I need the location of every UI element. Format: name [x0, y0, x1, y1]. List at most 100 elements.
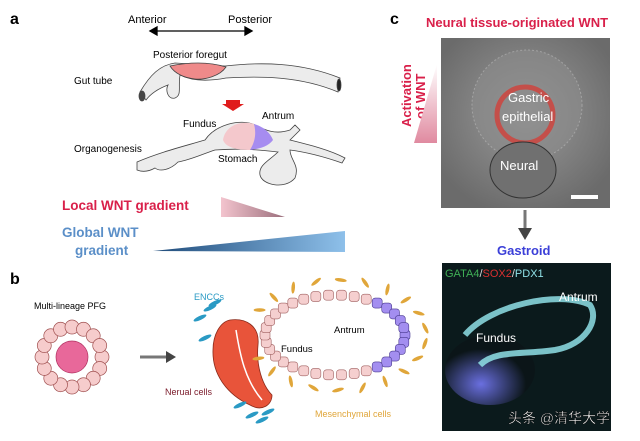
fluorescence-photo [442, 263, 611, 431]
mesenchymal-cell [361, 277, 369, 288]
pfg-label: Multi-lineage PFG [34, 301, 106, 311]
mesenchymal-cell [332, 387, 344, 393]
posterior-foregut-label: Posterior foregut [153, 50, 227, 61]
epithelial-cell [381, 302, 393, 314]
epithelial-cell [277, 302, 289, 314]
epithelial-cell [323, 369, 334, 381]
mesenchymal-cells-label: Mesenchymal cells [315, 409, 392, 419]
gastroid-loop-drawing [259, 289, 411, 381]
watermark: 头条 @清华大学 [508, 410, 610, 426]
mesenchymal-cell [288, 375, 293, 388]
arrow-right [140, 351, 176, 363]
encc-cell [255, 416, 269, 424]
encc-cell [203, 304, 217, 312]
epithelial-cell [310, 368, 322, 379]
encc-cell [245, 411, 259, 419]
brightfield-photo [441, 38, 610, 208]
mesenchymal-cell [334, 278, 347, 282]
antrum-label-a: Antrum [262, 111, 294, 122]
red-down-arrow [222, 100, 244, 111]
stain-gata4: GATA4 [445, 268, 479, 280]
pfg-sphere [34, 319, 110, 395]
encc-cell [261, 408, 275, 416]
stain-sep-2: / [512, 268, 516, 280]
epithelial-cell [287, 361, 299, 373]
stain-sep-1: / [479, 268, 483, 280]
gastric-epithelial-label-2: epithelial [502, 109, 553, 124]
panel-c-letter: c [390, 11, 399, 28]
stain-sox2: SOX2 [483, 268, 512, 280]
panel-b-letter: b [10, 271, 20, 288]
encc-cell [208, 299, 222, 307]
epithelial-cell [360, 365, 372, 377]
mesenchymal-cell [422, 322, 429, 334]
epithelial-cell [310, 291, 322, 302]
epithelial-cell [287, 297, 299, 309]
epithelial-cell [277, 356, 289, 368]
neural-label: Neural [500, 158, 538, 173]
mesenchymal-cell [311, 277, 321, 286]
mesenchymal-cell [308, 384, 319, 392]
antrum-label-b: Antrum [334, 325, 365, 336]
encc-cell [233, 401, 247, 409]
mesenchymal-cells [252, 277, 429, 394]
organogenesis-label: Organogenesis [74, 144, 142, 155]
activation-label-1: Activation [399, 64, 414, 127]
panel-a-letter: a [10, 11, 19, 28]
epithelial-cell [371, 297, 383, 309]
posterior-label: Posterior [228, 14, 272, 26]
mesenchymal-cell [412, 310, 425, 316]
epithelial-cell [336, 369, 347, 381]
gut-tube-drawing [138, 62, 342, 102]
epithelial-cell [348, 368, 360, 379]
epithelial-cell [348, 291, 360, 302]
scale-bar [571, 195, 598, 199]
neural-cells-drawing [212, 319, 273, 409]
pfg-core [55, 340, 89, 374]
mesenchymal-cell [252, 356, 265, 361]
arrow-down [518, 210, 532, 240]
fundus-label-b: Fundus [281, 344, 313, 355]
mesenchymal-cell [268, 366, 276, 377]
stain-legend: GATA4/SOX2/PDX1 [445, 268, 544, 280]
epithelial-cell [389, 350, 400, 362]
stain-pdx1: PDX1 [515, 268, 544, 280]
epithelial-cell [298, 293, 310, 305]
enccs-label: ENCCs [194, 292, 225, 302]
epithelial-cell [298, 365, 310, 377]
global-wnt-gradient-label-2: gradient [75, 243, 129, 258]
fundus-label-c: Fundus [476, 331, 516, 345]
pfg-cell [92, 338, 108, 353]
epithelial-cell [398, 322, 410, 333]
antrum-label-c: Antrum [559, 290, 598, 304]
anterior-label: Anterior [128, 14, 167, 26]
local-wnt-gradient-triangle [221, 197, 285, 217]
epithelial-cell [381, 356, 393, 368]
mesenchymal-cell [359, 382, 366, 394]
mesenchymal-cell [269, 292, 279, 302]
activation-label-2: of WNT [413, 73, 428, 119]
mesenchymal-cell [400, 296, 412, 304]
epithelial-cell [336, 289, 347, 301]
gastric-epithelial-label-1: Gastric [508, 90, 550, 105]
mesenchymal-cell [422, 337, 428, 350]
mesenchymal-cell [382, 375, 388, 388]
mesenchymal-cell [398, 368, 410, 375]
epithelial-cell [323, 289, 334, 301]
mesenchymal-cell [412, 355, 424, 362]
mesenchymal-cell [291, 281, 296, 294]
epithelial-cell [270, 308, 281, 320]
gastroid-label: Gastroid [497, 243, 551, 258]
epithelial-cell [371, 361, 383, 373]
local-wnt-gradient-label: Local WNT gradient [62, 198, 189, 213]
global-wnt-gradient-triangle [153, 231, 345, 252]
neural-cells-label: Nerual cells [165, 387, 213, 397]
global-wnt-gradient-label-1: Global WNT [62, 225, 139, 240]
epithelial-cell [360, 293, 372, 305]
gut-tube-label: Gut tube [74, 76, 113, 87]
axis-arrow [148, 25, 254, 37]
mesenchymal-cell [253, 308, 266, 312]
activation-gradient-triangle [414, 64, 437, 143]
encc-cells [193, 299, 275, 424]
